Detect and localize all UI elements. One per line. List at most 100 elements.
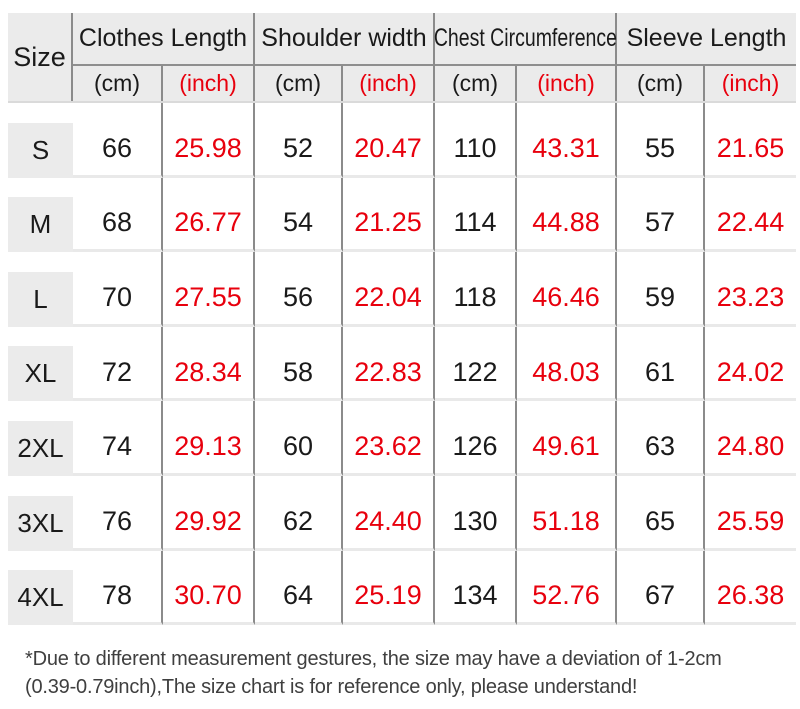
table-row-l: L 70 27.55 56 22.04 118 46.46 59 23.23 xyxy=(8,252,796,327)
cell-m-shoulder-width-cm: 54 xyxy=(255,177,343,253)
cell-3xl-shoulder-width-cm: 62 xyxy=(255,475,343,551)
table-row-xl: XL 72 28.34 58 22.83 122 48.03 61 24.02 xyxy=(8,326,796,402)
cell-l-clothes-length-inch: 27.55 xyxy=(163,252,255,327)
table-row-m: M 68 26.77 54 21.25 114 44.88 57 22.44 xyxy=(8,177,796,253)
corner-size-header: Size xyxy=(8,13,73,101)
size-label-4xl: 4XL xyxy=(8,570,73,626)
cell-l-clothes-length-cm: 70 xyxy=(73,252,163,327)
table-row-s: S 66 25.98 52 20.47 110 43.31 55 21.65 xyxy=(8,103,796,178)
footnote-line-2: (0.39-0.79inch),The size chart is for re… xyxy=(25,676,638,699)
cell-3xl-chest-circumference-inch: 51.18 xyxy=(517,475,617,551)
cell-m-chest-circumference-cm: 114 xyxy=(435,177,517,253)
size-label-cell: 2XL xyxy=(8,401,73,476)
header-unit-shoulder-width-cm: (cm) xyxy=(255,66,343,101)
size-label-3xl: 3XL xyxy=(8,495,73,551)
cell-2xl-sleeve-length-inch: 24.80 xyxy=(705,401,796,476)
header-group-label: Clothes Length xyxy=(78,24,248,52)
cell-xl-sleeve-length-cm: 61 xyxy=(617,326,705,402)
cell-4xl-chest-circumference-inch: 52.76 xyxy=(517,550,617,626)
cell-2xl-chest-circumference-cm: 126 xyxy=(435,401,517,476)
cell-m-sleeve-length-cm: 57 xyxy=(617,177,705,253)
cell-2xl-shoulder-width-inch: 23.62 xyxy=(343,401,435,476)
header-unit-clothes-length-cm: (cm) xyxy=(73,66,163,101)
size-label-s: S xyxy=(8,122,73,178)
cell-2xl-clothes-length-inch: 29.13 xyxy=(163,401,255,476)
cell-4xl-chest-circumference-cm: 134 xyxy=(435,550,517,626)
size-label-xl: XL xyxy=(8,346,73,402)
cell-xl-sleeve-length-inch: 24.02 xyxy=(705,327,796,402)
cell-xl-clothes-length-cm: 72 xyxy=(73,326,163,402)
cell-l-sleeve-length-inch: 23.23 xyxy=(705,252,796,327)
size-table-header: Size Clothes Length (cm) (inch) Shoulder wi… xyxy=(8,13,796,103)
cell-4xl-sleeve-length-inch: 26.38 xyxy=(705,551,796,626)
cell-4xl-sleeve-length-cm: 67 xyxy=(617,550,705,626)
cell-l-sleeve-length-cm: 59 xyxy=(617,252,705,327)
header-unit-sleeve-length-inch: (inch) xyxy=(705,66,796,101)
cell-xl-shoulder-width-inch: 22.83 xyxy=(343,326,435,402)
header-group-label: Shoulder width xyxy=(261,24,427,52)
cell-s-chest-circumference-cm: 110 xyxy=(435,103,517,178)
cell-3xl-clothes-length-cm: 76 xyxy=(73,475,163,551)
size-label-m: M xyxy=(8,197,73,253)
cell-s-sleeve-length-inch: 21.65 xyxy=(705,103,796,178)
table-row-4xl: 4XL 78 30.70 64 25.19 134 52.76 67 26.38 xyxy=(8,550,796,626)
footnote: *Due to different measurement gestures, … xyxy=(25,645,796,701)
header-unit-shoulder-width-inch: (inch) xyxy=(343,66,435,101)
header-group-label: Sleeve Length xyxy=(626,24,787,52)
header-group-shoulder-width: Shoulder width xyxy=(255,13,435,66)
table-row-2xl: 2XL 74 29.13 60 23.62 126 49.61 63 24.80 xyxy=(8,401,796,476)
cell-l-chest-circumference-inch: 46.46 xyxy=(517,252,617,327)
cell-s-shoulder-width-inch: 20.47 xyxy=(343,103,435,178)
header-group-label: Chest Circumference xyxy=(433,24,617,52)
cell-3xl-clothes-length-inch: 29.92 xyxy=(163,475,255,551)
cell-xl-chest-circumference-cm: 122 xyxy=(435,326,517,402)
cell-3xl-chest-circumference-cm: 130 xyxy=(435,475,517,551)
cell-s-chest-circumference-inch: 43.31 xyxy=(517,103,617,178)
header-unit-sleeve-length-cm: (cm) xyxy=(617,66,705,101)
size-label-cell: S xyxy=(8,103,73,178)
cell-m-chest-circumference-inch: 44.88 xyxy=(517,177,617,253)
size-label-cell: 3XL xyxy=(8,476,73,551)
cell-l-shoulder-width-inch: 22.04 xyxy=(343,252,435,327)
cell-3xl-sleeve-length-inch: 25.59 xyxy=(705,476,796,551)
header-unit-clothes-length-inch: (inch) xyxy=(163,66,255,101)
cell-2xl-sleeve-length-cm: 63 xyxy=(617,401,705,476)
cell-m-clothes-length-inch: 26.77 xyxy=(163,177,255,253)
cell-l-shoulder-width-cm: 56 xyxy=(255,252,343,327)
header-group-sleeve-length: Sleeve Length xyxy=(617,13,796,66)
size-table-body: S 66 25.98 52 20.47 110 43.31 55 21.65 M 68 26.77 54… xyxy=(8,103,796,626)
cell-m-sleeve-length-inch: 22.44 xyxy=(705,178,796,253)
cell-s-clothes-length-cm: 66 xyxy=(73,103,163,178)
cell-m-shoulder-width-inch: 21.25 xyxy=(343,177,435,253)
cell-2xl-chest-circumference-inch: 49.61 xyxy=(517,401,617,476)
header-unit-chest-circumference-cm: (cm) xyxy=(435,66,517,101)
footnote-line-1: *Due to different measurement gestures, … xyxy=(25,648,722,671)
table-row-3xl: 3XL 76 29.92 62 24.40 130 51.18 65 25.59 xyxy=(8,475,796,551)
cell-4xl-clothes-length-cm: 78 xyxy=(73,550,163,626)
cell-2xl-shoulder-width-cm: 60 xyxy=(255,401,343,476)
cell-s-shoulder-width-cm: 52 xyxy=(255,103,343,178)
cell-4xl-shoulder-width-cm: 64 xyxy=(255,550,343,626)
cell-3xl-sleeve-length-cm: 65 xyxy=(617,475,705,551)
cell-s-sleeve-length-cm: 55 xyxy=(617,103,705,178)
header-group-clothes-length: Clothes Length xyxy=(73,13,255,66)
size-label-cell: L xyxy=(8,252,73,327)
size-label-cell: 4XL xyxy=(8,551,73,626)
header-unit-chest-circumference-inch: (inch) xyxy=(517,66,617,101)
cell-s-clothes-length-inch: 25.98 xyxy=(163,103,255,178)
cell-l-chest-circumference-cm: 118 xyxy=(435,252,517,327)
size-label-cell: XL xyxy=(8,327,73,402)
size-label-l: L xyxy=(8,271,73,327)
header-group-chest-circumference: Chest Circumference xyxy=(433,13,617,66)
size-label-2xl: 2XL xyxy=(8,420,73,476)
size-label-cell: M xyxy=(8,178,73,253)
cell-4xl-clothes-length-inch: 30.70 xyxy=(163,550,255,626)
cell-xl-shoulder-width-cm: 58 xyxy=(255,326,343,402)
cell-2xl-clothes-length-cm: 74 xyxy=(73,401,163,476)
cell-4xl-shoulder-width-inch: 25.19 xyxy=(343,550,435,626)
cell-xl-clothes-length-inch: 28.34 xyxy=(163,326,255,402)
cell-3xl-shoulder-width-inch: 24.40 xyxy=(343,475,435,551)
cell-xl-chest-circumference-inch: 48.03 xyxy=(517,326,617,402)
cell-m-clothes-length-cm: 68 xyxy=(73,177,163,253)
